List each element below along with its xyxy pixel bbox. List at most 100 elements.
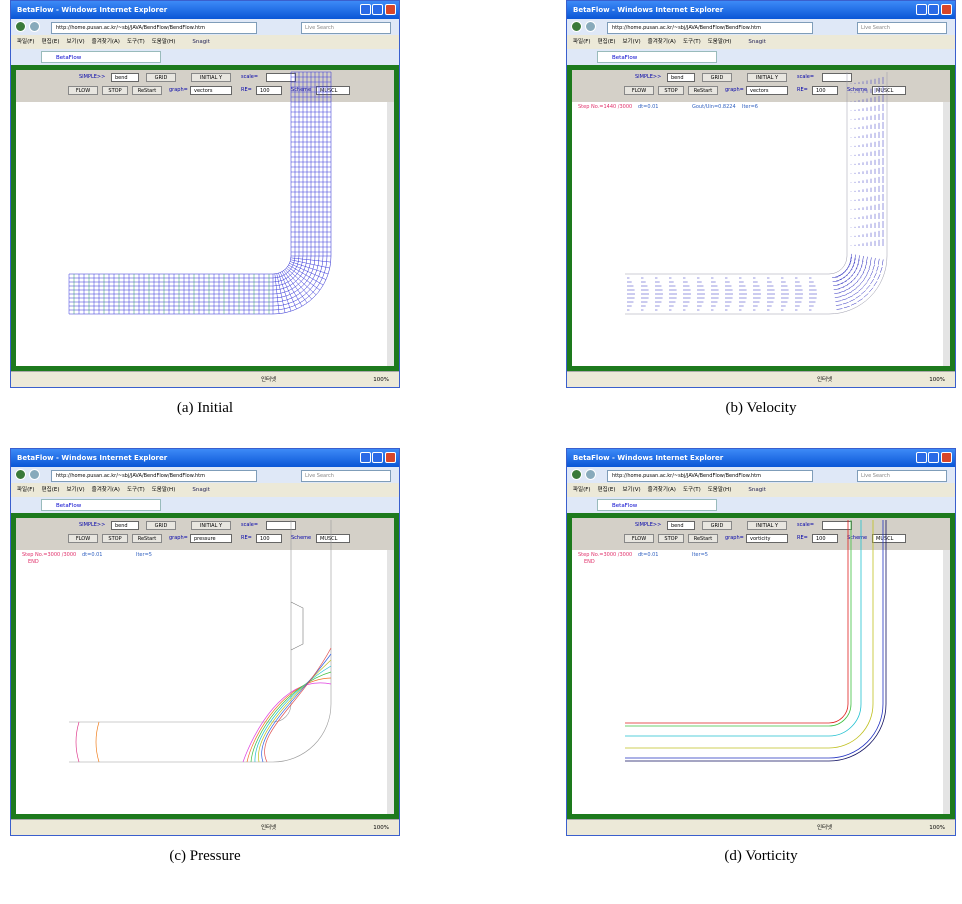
stop-button[interactable]: STOP bbox=[658, 534, 684, 543]
scrollbar[interactable] bbox=[387, 102, 394, 366]
menu-item[interactable]: 도구(T) bbox=[683, 487, 701, 493]
search-field[interactable]: Live Search bbox=[857, 22, 947, 34]
menu-item[interactable]: 도움말(H) bbox=[152, 39, 176, 45]
back-button[interactable] bbox=[15, 469, 26, 480]
menu-item[interactable]: 편집(E) bbox=[42, 487, 60, 493]
model-select[interactable]: bend bbox=[667, 521, 695, 530]
menu-item[interactable]: 편집(E) bbox=[598, 39, 616, 45]
scheme-select[interactable]: MUSCL bbox=[316, 86, 350, 95]
menu-item[interactable]: 즐겨찾기(A) bbox=[648, 487, 676, 493]
url-field[interactable]: http://home.pusan.ac.kr/~sbj/JAVA/BendFl… bbox=[607, 470, 813, 482]
menu-item[interactable]: 도구(T) bbox=[127, 39, 145, 45]
stop-button[interactable]: STOP bbox=[102, 86, 128, 95]
minimize-button[interactable] bbox=[916, 452, 927, 463]
scale-select[interactable] bbox=[266, 521, 296, 530]
menu-item[interactable]: 도구(T) bbox=[127, 487, 145, 493]
menu-item[interactable]: 편집(E) bbox=[598, 487, 616, 493]
close-button[interactable] bbox=[941, 4, 952, 15]
re-select[interactable]: 100 bbox=[256, 86, 282, 95]
forward-button[interactable] bbox=[29, 21, 40, 32]
close-button[interactable] bbox=[385, 4, 396, 15]
graph-select[interactable]: vectors bbox=[190, 86, 232, 95]
stop-button[interactable]: STOP bbox=[658, 86, 684, 95]
minimize-button[interactable] bbox=[360, 4, 371, 15]
snagit-button[interactable]: Snagit bbox=[748, 487, 766, 493]
scale-select[interactable] bbox=[822, 521, 852, 530]
re-select[interactable]: 100 bbox=[256, 534, 282, 543]
snagit-button[interactable]: Snagit bbox=[748, 39, 766, 45]
menu-item[interactable]: 보기(V) bbox=[66, 39, 84, 45]
snagit-button[interactable]: Snagit bbox=[192, 39, 210, 45]
close-button[interactable] bbox=[941, 452, 952, 463]
grid-button[interactable]: GRID bbox=[702, 73, 732, 82]
menu-item[interactable]: 즐겨찾기(A) bbox=[648, 39, 676, 45]
menu-item[interactable]: 보기(V) bbox=[66, 487, 84, 493]
graph-select[interactable]: pressure bbox=[190, 534, 232, 543]
search-field[interactable]: Live Search bbox=[301, 22, 391, 34]
maximize-button[interactable] bbox=[372, 4, 383, 15]
tab[interactable]: BetaFlow bbox=[41, 51, 161, 63]
flow-button[interactable]: FLOW bbox=[68, 534, 98, 543]
grid-button[interactable]: GRID bbox=[702, 521, 732, 530]
flow-button[interactable]: FLOW bbox=[68, 86, 98, 95]
maximize-button[interactable] bbox=[928, 452, 939, 463]
grid-button[interactable]: GRID bbox=[146, 521, 176, 530]
restart-button[interactable]: ReStart bbox=[132, 86, 162, 95]
maximize-button[interactable] bbox=[372, 452, 383, 463]
tab[interactable]: BetaFlow bbox=[41, 499, 161, 511]
menu-item[interactable]: 파일(F) bbox=[573, 39, 591, 45]
model-select[interactable]: bend bbox=[667, 73, 695, 82]
search-field[interactable]: Live Search bbox=[857, 470, 947, 482]
scrollbar[interactable] bbox=[387, 550, 394, 814]
model-select[interactable]: bend bbox=[111, 521, 139, 530]
graph-select[interactable]: vectors bbox=[746, 86, 788, 95]
back-button[interactable] bbox=[571, 469, 582, 480]
scrollbar[interactable] bbox=[943, 102, 950, 366]
tab[interactable]: BetaFlow bbox=[597, 499, 717, 511]
menu-item[interactable]: 도움말(H) bbox=[152, 487, 176, 493]
snagit-button[interactable]: Snagit bbox=[192, 487, 210, 493]
scrollbar[interactable] bbox=[943, 550, 950, 814]
model-select[interactable]: bend bbox=[111, 73, 139, 82]
menu-item[interactable]: 보기(V) bbox=[622, 39, 640, 45]
initial-button[interactable]: INITIAL Y bbox=[191, 73, 231, 82]
menu-item[interactable]: 도움말(H) bbox=[708, 487, 732, 493]
url-field[interactable]: http://home.pusan.ac.kr/~sbj/JAVA/BendFl… bbox=[51, 470, 257, 482]
forward-button[interactable] bbox=[585, 21, 596, 32]
restart-button[interactable]: ReStart bbox=[688, 86, 718, 95]
menu-item[interactable]: 즐겨찾기(A) bbox=[92, 39, 120, 45]
forward-button[interactable] bbox=[29, 469, 40, 480]
initial-button[interactable]: INITIAL Y bbox=[747, 73, 787, 82]
menu-item[interactable]: 도움말(H) bbox=[708, 39, 732, 45]
url-field[interactable]: http://home.pusan.ac.kr/~sbj/JAVA/BendFl… bbox=[51, 22, 257, 34]
graph-select[interactable]: vorticity bbox=[746, 534, 788, 543]
menu-item[interactable]: 편집(E) bbox=[42, 39, 60, 45]
scheme-select[interactable]: MUSCL bbox=[872, 86, 906, 95]
stop-button[interactable]: STOP bbox=[102, 534, 128, 543]
scale-select[interactable] bbox=[822, 73, 852, 82]
search-field[interactable]: Live Search bbox=[301, 470, 391, 482]
scale-select[interactable] bbox=[266, 73, 296, 82]
menu-item[interactable]: 파일(F) bbox=[17, 39, 35, 45]
menu-item[interactable]: 즐겨찾기(A) bbox=[92, 487, 120, 493]
menu-item[interactable]: 보기(V) bbox=[622, 487, 640, 493]
re-select[interactable]: 100 bbox=[812, 534, 838, 543]
forward-button[interactable] bbox=[585, 469, 596, 480]
restart-button[interactable]: ReStart bbox=[132, 534, 162, 543]
scheme-select[interactable]: MUSCL bbox=[316, 534, 350, 543]
minimize-button[interactable] bbox=[360, 452, 371, 463]
back-button[interactable] bbox=[15, 21, 26, 32]
menu-item[interactable]: 도구(T) bbox=[683, 39, 701, 45]
url-field[interactable]: http://home.pusan.ac.kr/~sbj/JAVA/BendFl… bbox=[607, 22, 813, 34]
menu-item[interactable]: 파일(F) bbox=[17, 487, 35, 493]
grid-button[interactable]: GRID bbox=[146, 73, 176, 82]
re-select[interactable]: 100 bbox=[812, 86, 838, 95]
close-button[interactable] bbox=[385, 452, 396, 463]
flow-button[interactable]: FLOW bbox=[624, 534, 654, 543]
flow-button[interactable]: FLOW bbox=[624, 86, 654, 95]
scheme-select[interactable]: MUSCL bbox=[872, 534, 906, 543]
restart-button[interactable]: ReStart bbox=[688, 534, 718, 543]
menu-item[interactable]: 파일(F) bbox=[573, 487, 591, 493]
initial-button[interactable]: INITIAL Y bbox=[747, 521, 787, 530]
minimize-button[interactable] bbox=[916, 4, 927, 15]
